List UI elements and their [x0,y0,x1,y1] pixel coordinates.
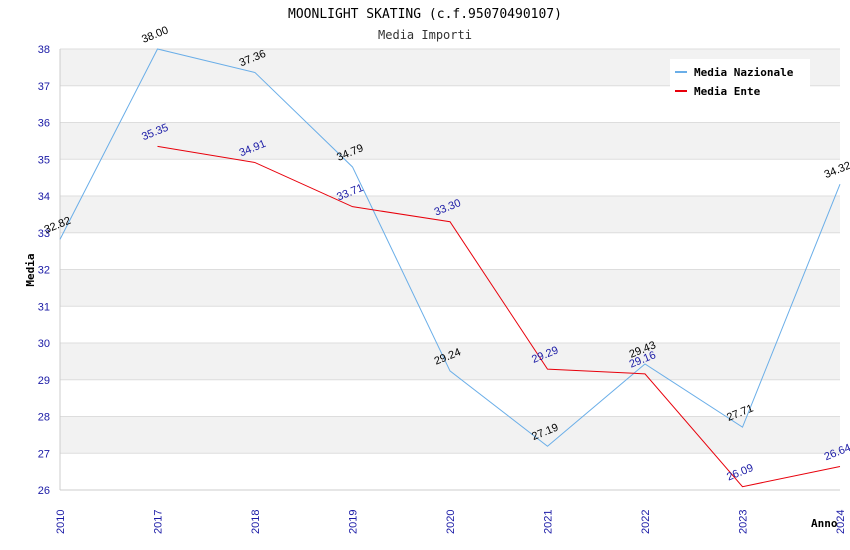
y-axis-label: Media [24,253,37,286]
chart-subtitle: Media Importi [378,28,472,42]
legend-box [670,59,810,104]
y-tick-label: 35 [38,154,50,166]
data-label-media-nazionale: 38.00 [140,24,170,45]
y-tick-label: 31 [38,301,50,313]
y-tick-label: 33 [38,228,50,240]
y-tick-label: 30 [38,338,50,350]
x-tick-label: 2019 [348,510,360,534]
grid-band [60,416,840,454]
y-tick-label: 28 [38,412,50,424]
legend-label-media-ente: Media Ente [694,85,761,98]
x-tick-label: 2018 [250,510,262,534]
grid-bands [59,48,840,491]
chart-title: MOONLIGHT SKATING (c.f.95070490107) [288,7,562,22]
grid-band [60,269,840,307]
x-tick-label: 2017 [153,510,165,534]
y-tick-label: 36 [38,118,50,130]
x-tick-label: 2021 [543,510,555,534]
y-tick-label: 29 [38,375,50,387]
y-tick-label: 27 [38,448,50,460]
x-tick-label: 2010 [55,510,67,534]
grid-band [60,343,840,380]
y-tick-label: 34 [38,191,50,203]
legend-label-media-nazionale: Media Nazionale [694,66,794,79]
y-tick-label: 26 [38,485,50,497]
x-axis-ticks: 2010 2017 2018 2019 2020 2021 2022 2023 2024 [55,510,847,534]
data-label-media-ente: 26.09 [725,462,755,483]
series-line-media-nazionale [59,48,841,447]
series-lines [59,48,841,488]
x-tick-label: 2023 [738,510,750,534]
y-tick-label: 37 [38,81,50,93]
x-axis-label: Anno [811,517,838,530]
y-tick-label: 38 [38,44,50,56]
series-line-media-ente [157,145,841,488]
grid-band [60,122,840,160]
x-tick-label: 2022 [640,510,652,534]
legend: Media Nazionale Media Ente [670,59,810,104]
data-label-media-nazionale: 34.32 [823,160,850,181]
x-tick-label: 2024 [835,510,847,534]
grid-band [60,196,840,233]
x-tick-label: 2020 [445,510,457,534]
y-axis-ticks: 26 27 28 29 30 31 32 33 34 35 36 37 38 [38,44,50,497]
y-tick-label: 32 [38,265,50,277]
